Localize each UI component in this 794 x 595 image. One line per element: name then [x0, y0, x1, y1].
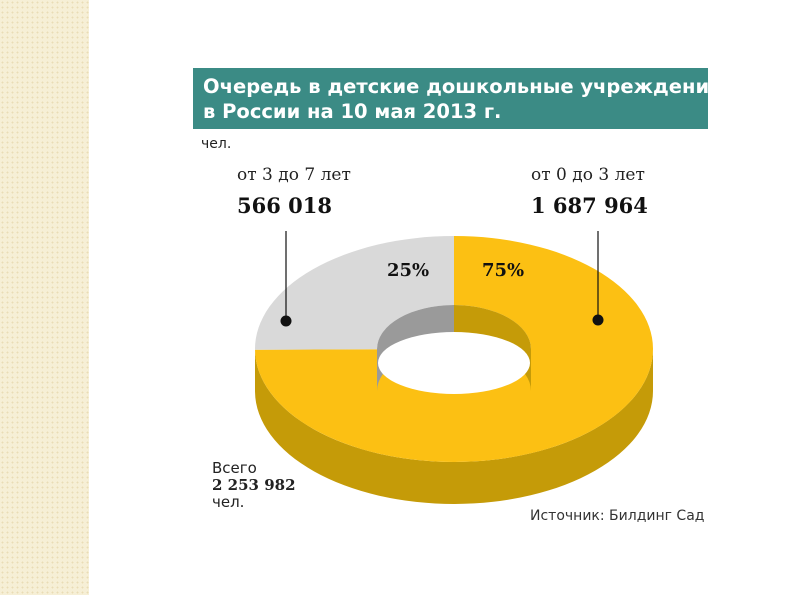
percent-label-gray: 25%: [387, 260, 429, 281]
leader-dot-3-7: [280, 315, 292, 327]
total-prefix: Всего: [212, 459, 257, 477]
source-note: Источник: Билдинг Сад: [530, 508, 705, 524]
decorative-side-strip: [0, 0, 89, 595]
donut-hole: [378, 332, 530, 394]
chart-title-line-2: в России на 10 мая 2013 г.: [203, 100, 502, 123]
percent-label-yellow: 75%: [482, 260, 524, 281]
leader-dot-0-3: [592, 314, 604, 326]
slice-value-0-3: 1 687 964: [531, 193, 648, 218]
slice-label-3-7: от 3 до 7 лет: [237, 165, 351, 185]
slice-label-0-3: от 0 до 3 лет: [531, 165, 645, 185]
unit-label: чел.: [201, 136, 232, 152]
total-block: Всего 2 253 982 чел.: [212, 460, 296, 511]
donut-side-0: [255, 349, 653, 505]
chart-title: Очередь в детские дошкольные учреждения …: [193, 68, 722, 129]
total-unit: чел.: [212, 493, 245, 511]
total-value: 2 253 982: [212, 476, 296, 494]
donut-slice-0: [255, 236, 653, 463]
slice-value-3-7: 566 018: [237, 193, 332, 218]
donut-group: [254, 236, 653, 505]
donut-slice-1: [254, 236, 454, 350]
chart-title-line-1: Очередь в детские дошкольные учреждения: [203, 75, 722, 98]
